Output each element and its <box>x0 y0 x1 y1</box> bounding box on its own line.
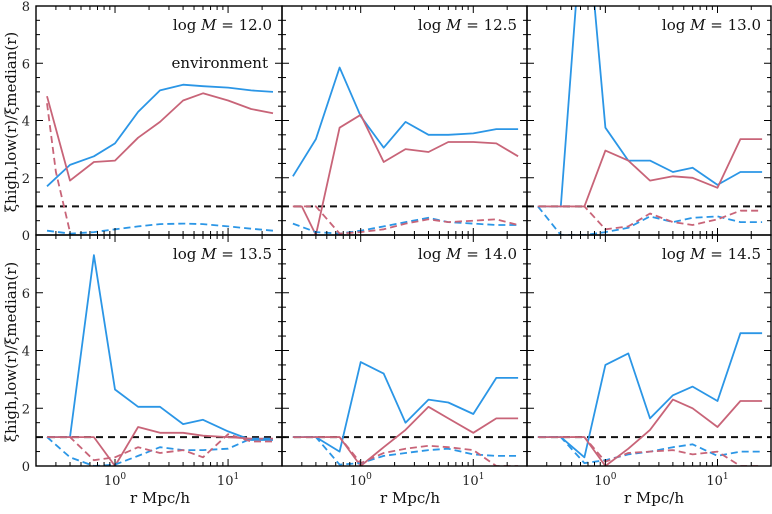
x-tick-label: 101 <box>706 472 728 489</box>
panel-title: log M = 14.5 <box>662 245 761 263</box>
panel-title: log M = 12.0 <box>173 16 272 34</box>
series-line-high <box>537 6 763 208</box>
panel-2: log M = 13.0 <box>526 5 772 236</box>
y-tick-label: 2 <box>22 402 30 417</box>
panel-3: 100 101 0 2 4 6 log M = 13.5 <box>22 234 283 489</box>
x-axis-label-middle: r Mpc/h <box>380 489 440 507</box>
series-line-low-dashed <box>292 436 519 466</box>
panel-frame <box>281 5 528 236</box>
series-line-high <box>537 332 763 459</box>
series-group <box>46 254 273 466</box>
panel-title: log M = 12.5 <box>418 16 517 34</box>
series-group <box>537 332 763 466</box>
series-group <box>537 6 763 235</box>
y-tick-label: 4 <box>22 345 30 360</box>
y-tick-label: 6 <box>22 287 30 302</box>
series-line-high-dashed <box>292 436 519 466</box>
series-line-low <box>537 138 763 208</box>
x-tick-label: 100 <box>350 472 373 489</box>
x-axis-label-left: r Mpc/h <box>130 489 190 507</box>
annotation-environment: environment <box>172 54 268 72</box>
panel-1: log M = 12.5 <box>281 5 528 236</box>
series-line-low-dashed <box>537 205 763 231</box>
series-line-high <box>292 66 519 177</box>
panel-frame <box>526 5 772 236</box>
series-line-low-dashed <box>537 436 763 466</box>
series-line-high <box>292 361 519 453</box>
x-tick-label: 101 <box>462 472 484 489</box>
series-line-high-dashed <box>46 436 273 466</box>
series-group <box>46 83 274 235</box>
panel-title: log M = 13.0 <box>662 16 761 34</box>
series-line-high-dashed <box>537 205 763 235</box>
panel-0: 0 2 4 6 8 log M = 12.0 environment <box>22 0 283 244</box>
series-line-high <box>47 254 273 441</box>
panels-group: 0 2 4 6 8 log M = 12.0 environment log M = 12.5… <box>22 0 772 489</box>
x-axis-label-right: r Mpc/h <box>624 489 684 507</box>
y-tick-label: 2 <box>22 172 30 187</box>
series-line-low <box>46 92 274 182</box>
y-axis-label-bottom: ξhigh,low(r)/ξmedian(r) <box>2 262 20 443</box>
series-line-low-dashed <box>46 103 71 233</box>
panel-title: log M = 13.5 <box>173 245 272 263</box>
y-tick-label: 6 <box>22 57 30 72</box>
x-tick-label: 100 <box>104 472 127 489</box>
y-tick-label: 8 <box>22 0 30 15</box>
series-line-high-dashed <box>292 216 519 235</box>
axis-labels-group: ξhigh,low(r)/ξmedian(r) ξhigh,low(r)/ξme… <box>2 32 684 507</box>
series-line-low <box>537 398 763 466</box>
y-tick-label: 0 <box>22 460 30 475</box>
panel-4: 100 101 log M = 14.0 <box>281 234 528 489</box>
series-group <box>292 66 519 235</box>
y-axis-label-top: ξhigh,low(r)/ξmedian(r) <box>2 32 20 213</box>
panel-frame <box>35 5 283 236</box>
series-line-low-dashed <box>47 433 273 462</box>
y-tick-label: 0 <box>22 229 30 244</box>
series-line-low <box>292 113 519 235</box>
series-line-low-dashed <box>292 205 519 235</box>
series-line-low <box>47 426 273 466</box>
panel-5: 100 101 log M = 14.5 <box>526 234 772 489</box>
panel-title: log M = 14.0 <box>418 245 517 263</box>
series-line-high-dashed <box>537 436 763 465</box>
x-tick-label: 100 <box>594 472 617 489</box>
series-group <box>292 361 519 466</box>
x-tick-label: 101 <box>217 472 239 489</box>
series-line-high <box>46 83 274 187</box>
y-tick-label: 4 <box>22 115 30 130</box>
panel-frame <box>35 234 283 467</box>
series-line-high-dashed <box>46 222 274 235</box>
